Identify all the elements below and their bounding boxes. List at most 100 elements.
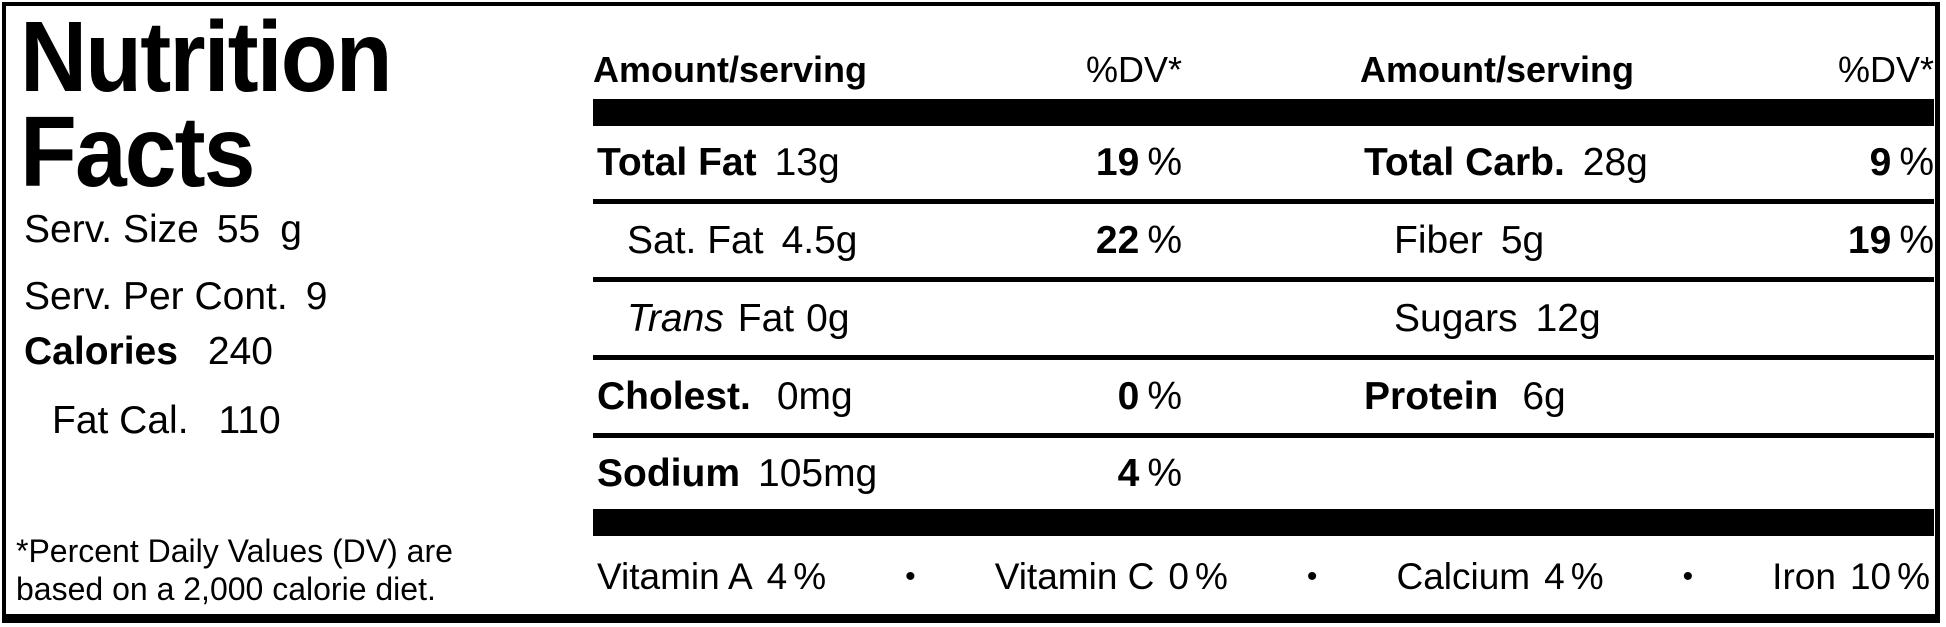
thick-divider-bar-bottom [593,509,1934,536]
sat-fat-cell: Sat. Fat 4.5g [593,219,857,263]
nutrient-name: Cholest. [597,374,751,418]
label-title: Nutrition Facts [20,1,419,208]
dv-value: 22 [1095,218,1140,262]
col2-amount-header: Amount/serving [1360,49,1635,90]
dv-value: 19 [1847,218,1892,262]
vitamin-value: 4 [766,556,788,597]
cholesterol-dv: 0 % [1118,375,1182,419]
nutrient-name: Protein [1364,374,1499,418]
dv-value: 4 [1117,451,1140,495]
fat-calories-label: Fat Cal. [52,399,189,442]
bullet-separator: • [1306,560,1318,593]
nutrient-amount: 28g [1582,140,1648,184]
trans-fat-cell: Trans Fat 0g [593,297,850,341]
servings-per-container-row: Serv. Per Cont. 9 [24,275,327,319]
row-sodium: Sodium 105mg 4 % [593,438,1934,509]
sodium-cell: Sodium 105mg [593,452,877,496]
serving-size-label: Serv. Size [24,208,199,251]
col2-header: Amount/serving %DV* [1360,49,1934,91]
serving-size-value: 55 [216,208,261,251]
calories-label: Calories [24,330,178,373]
bullet-separator: • [905,560,916,593]
thick-divider-bar-top [593,99,1934,126]
nutrient-amount: 12g [1535,296,1601,340]
vitamin-value: 10 [1849,556,1892,597]
percent-sign: % [1147,451,1182,495]
nutrient-name: Total Carb. [1364,140,1565,184]
percent-sign: % [793,556,827,597]
nutrient-amount: 4.5g [781,218,858,262]
dv-value: 19 [1095,140,1140,184]
nutrient-amount: 0g [806,296,850,340]
vitamin-value: 0 [1168,556,1189,597]
vitamin-name: Vitamin C [994,556,1155,597]
fat-calories-value: 110 [218,399,281,442]
percent-sign: % [1147,374,1182,418]
nutrient-table: Amount/serving %DV* Amount/serving %DV* … [593,14,1934,618]
vitamin-name: Iron [1772,556,1836,597]
nutrient-name: Sugars [1394,296,1518,340]
percent-sign: % [1897,556,1930,597]
vitamin-name: Vitamin A [597,556,753,597]
row-trans-fat-sugars: Trans Fat 0g Sugars 12g [593,282,1934,360]
total-carb-cell: Total Carb. 28g [1360,141,1648,185]
nutrient-amount: 0mg [776,374,853,418]
calories-row: Calories 240 [24,330,273,374]
nutrient-amount: 5g [1500,218,1545,262]
fiber-cell: Fiber 5g [1360,219,1544,263]
sodium-dv: 4 % [1118,452,1182,496]
vitamin-a-item: Vitamin A 4 % [597,556,826,598]
servings-value: 9 [305,275,328,318]
footnote-line-2: based on a 2,000 calorie diet. [16,571,436,607]
row-cholesterol-protein: Cholest. 0mg 0 % Protein 6g [593,360,1934,438]
calories-value: 240 [207,330,273,373]
vitamin-value: 4 [1544,556,1565,597]
percent-sign: % [1899,218,1934,262]
row-sat-fat-fiber: Sat. Fat 4.5g 22 % Fiber 5g 19 % [593,204,1934,282]
total-carb-dv: 9 % [1870,141,1934,185]
col2-dv-header: %DV* [1837,49,1934,90]
row-total-fat-total-carb: Total Fat 13g 19 % Total Carb. 28g 9 % [593,126,1934,204]
nutrient-name: Fiber [1394,218,1483,262]
dv-value: 9 [1869,140,1892,184]
daily-values-footnote: *Percent Daily Values (DV) are based on … [16,532,453,608]
table-header-row: Amount/serving %DV* Amount/serving %DV* [593,14,1934,99]
title-line-1: Nutrition [20,1,393,113]
vitamin-name: Calcium [1396,556,1531,597]
cholesterol-cell: Cholest. 0mg [593,375,853,419]
nutrient-amount: 105mg [758,451,878,495]
nutrient-name: Sat. Fat [627,218,764,262]
nutrient-name-italic: Trans [627,296,724,340]
iron-item: Iron 10 % [1772,556,1930,598]
servings-label: Serv. Per Cont. [24,275,288,318]
calcium-item: Calcium 4 % [1396,556,1603,598]
serving-size-unit: g [280,208,302,251]
percent-sign: % [1194,556,1228,597]
footnote-line-1: *Percent Daily Values (DV) are [16,533,453,569]
left-panel: Nutrition Facts Serv. Size 55 g Serv. Pe… [6,6,578,614]
serving-size-row: Serv. Size 55 g [24,208,302,252]
title-line-2: Facts [20,96,256,208]
fiber-dv: 19 % [1848,219,1934,263]
nutrient-name: Fat [737,296,795,340]
percent-sign: % [1570,556,1604,597]
dv-value: 0 [1117,374,1140,418]
percent-sign: % [1147,140,1182,184]
col1-header: Amount/serving %DV* [593,49,1182,91]
nutrient-name: Sodium [597,451,740,495]
col1-amount-header: Amount/serving [593,49,868,90]
total-fat-cell: Total Fat 13g [593,141,840,185]
total-fat-dv: 19 % [1096,141,1182,185]
bullet-separator: • [1682,560,1694,593]
vitamin-c-item: Vitamin C 0 % [995,556,1228,598]
nutrient-amount: 6g [1522,374,1566,418]
percent-sign: % [1147,218,1182,262]
fat-calories-row: Fat Cal. 110 [52,399,281,443]
sat-fat-dv: 22 % [1096,219,1182,263]
sugars-cell: Sugars 12g [1360,297,1601,341]
nutrient-amount: 13g [774,140,840,184]
nutrient-name: Total Fat [597,140,757,184]
protein-cell: Protein 6g [1360,375,1566,419]
vitamins-row: Vitamin A 4 % • Vitamin C 0 % • Calcium … [593,536,1934,618]
